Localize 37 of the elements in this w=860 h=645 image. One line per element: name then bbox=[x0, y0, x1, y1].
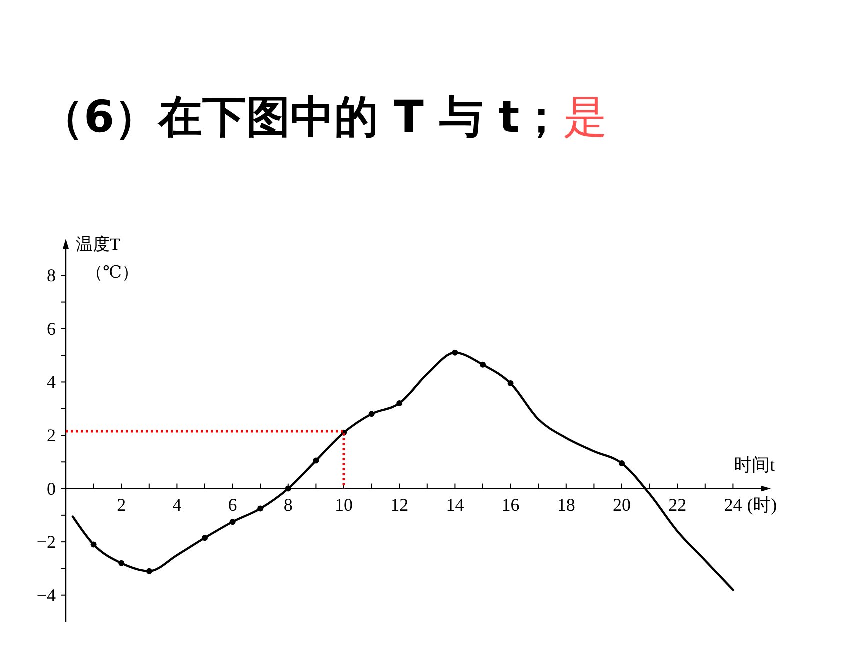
point bbox=[619, 460, 625, 466]
point bbox=[118, 560, 125, 566]
point bbox=[90, 542, 97, 548]
y-tick-label: 8 bbox=[47, 266, 56, 286]
x-tick-label: 24 bbox=[724, 494, 742, 515]
x-tick-label: 18 bbox=[557, 494, 576, 515]
text: 是 bbox=[564, 92, 608, 143]
point bbox=[480, 362, 486, 368]
y-tick-label: −4 bbox=[36, 585, 56, 606]
y-tick-label: 4 bbox=[47, 372, 56, 392]
point bbox=[452, 350, 458, 356]
x-tick-label: 16 bbox=[502, 494, 520, 515]
x-tick-label: 4 bbox=[172, 494, 182, 515]
x-tick-label: 6 bbox=[228, 494, 238, 515]
y-tick-label: −2 bbox=[36, 532, 56, 552]
x-tick-label: 2 bbox=[117, 494, 126, 515]
point bbox=[202, 535, 208, 542]
point bbox=[258, 506, 264, 512]
y-tick-label: 6 bbox=[47, 318, 56, 339]
x-tick-label: 20 bbox=[613, 494, 631, 515]
y-axis-title: 温度T（℃） bbox=[76, 235, 140, 282]
point bbox=[285, 486, 292, 492]
x-tick-label: 8 bbox=[284, 494, 293, 515]
x-tick-label: 12 bbox=[390, 494, 409, 515]
y-tick-label: 0 bbox=[47, 478, 56, 499]
y-tick-label: 2 bbox=[47, 426, 56, 446]
point bbox=[230, 519, 236, 526]
point bbox=[396, 400, 403, 407]
point bbox=[313, 458, 320, 464]
x-tick-label: 14 bbox=[446, 494, 464, 515]
point bbox=[146, 568, 152, 574]
x-axis-title: 时间t bbox=[734, 454, 775, 475]
point bbox=[508, 380, 514, 387]
point bbox=[368, 411, 375, 418]
x-tick-label: 10 bbox=[335, 494, 353, 515]
x-tick-label: 22 bbox=[668, 494, 687, 515]
annotation: (时) bbox=[747, 494, 778, 515]
